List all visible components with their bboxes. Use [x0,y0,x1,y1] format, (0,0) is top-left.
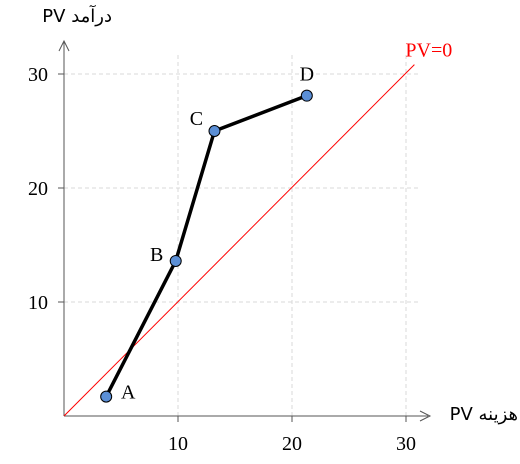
data-label-a: A [121,382,136,404]
reference-line-group: PV=0 [64,40,452,416]
axes [59,41,430,421]
tick-group: 10 20 30 10 20 30 [28,64,416,455]
x-tick-label: 20 [282,433,302,455]
reference-line [64,65,414,416]
axis-labels: PV هزینه PV درآمد [42,4,518,425]
reference-line-label: PV=0 [405,40,452,62]
data-point-c [209,126,220,137]
data-label-b: B [150,244,163,266]
x-tick-label: 30 [396,433,416,455]
data-point-b [170,255,181,266]
series-line [106,96,307,397]
x-axis-label: PV هزینه [450,404,518,425]
x-tick-label: 10 [168,433,188,455]
series-group: A B C D [101,64,314,404]
data-point-d [301,90,312,101]
y-tick-label: 20 [28,178,48,200]
y-tick-label: 30 [28,64,48,86]
data-point-a [101,391,112,402]
data-label-c: C [190,108,203,130]
y-axis-label: PV درآمد [42,4,112,27]
data-label-d: D [300,64,314,86]
y-tick-label: 10 [28,292,48,314]
